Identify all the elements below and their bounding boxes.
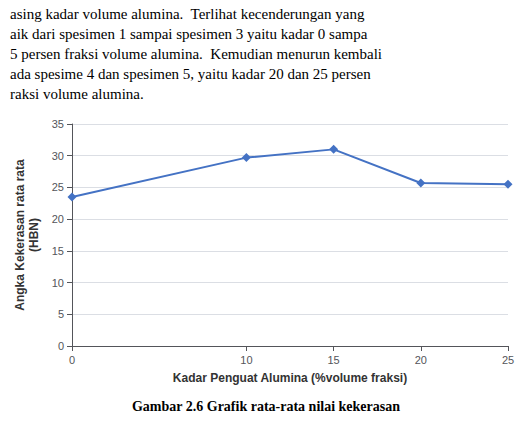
svg-text:0: 0: [58, 340, 64, 352]
svg-text:(HBN): (HBN): [27, 218, 41, 252]
svg-text:10: 10: [240, 354, 252, 366]
svg-text:30: 30: [52, 150, 64, 162]
svg-text:aik dari spesimen 1 sampai spe: aik dari spesimen 1 sampai spesimen 3 ya…: [10, 26, 368, 42]
svg-text:ada spesime 4 dan spesimen 5,: ada spesime 4 dan spesimen 5, yaitu kada…: [10, 66, 371, 82]
svg-text:20: 20: [52, 213, 64, 225]
svg-text:Gambar 2.6 Grafik rata-rata ni: Gambar 2.6 Grafik rata-rata nilai kekera…: [132, 399, 400, 414]
svg-text:5 persen fraksi volume alumina: 5 persen fraksi volume alumina. Kemudian…: [10, 46, 382, 62]
svg-text:15: 15: [52, 245, 64, 257]
svg-text:35: 35: [52, 118, 64, 130]
svg-text:5: 5: [58, 308, 64, 320]
svg-text:raksi volume alumina.: raksi volume alumina.: [10, 86, 144, 102]
svg-text:0: 0: [69, 354, 75, 366]
svg-text:25: 25: [52, 181, 64, 193]
svg-text:Angka Kekerasan rata rata: Angka Kekerasan rata rata: [13, 159, 27, 311]
svg-text:Kadar Penguat Alumina (%volume: Kadar Penguat Alumina (%volume fraksi): [173, 371, 407, 385]
svg-text:15: 15: [327, 354, 339, 366]
svg-text:20: 20: [415, 354, 427, 366]
svg-text:asing kadar volume alumina. T: asing kadar volume alumina. Terlihat kec…: [10, 6, 365, 22]
svg-text:25: 25: [502, 354, 514, 366]
svg-text:10: 10: [52, 277, 64, 289]
